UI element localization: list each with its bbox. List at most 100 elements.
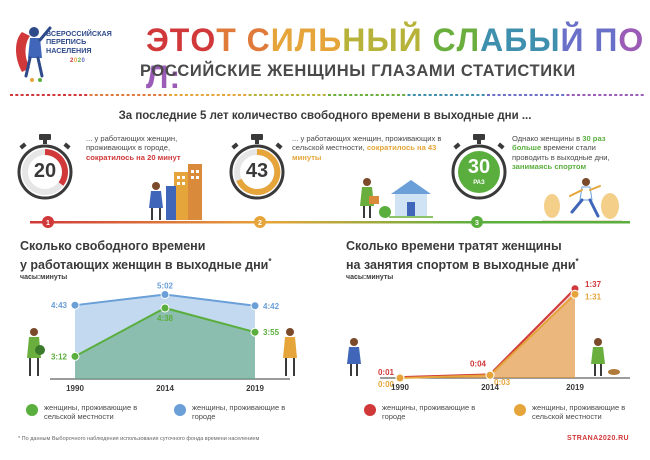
divider-dot <box>285 94 289 96</box>
divider-dot <box>587 94 591 96</box>
legend-label: женщины, проживающие в сельской местност… <box>44 403 138 421</box>
data-label: 0:03 <box>494 378 511 387</box>
section-subtitle: За последние 5 лет количество свободного… <box>118 110 532 122</box>
data-label: 0:00 <box>378 380 395 389</box>
title-letter: О <box>618 22 645 58</box>
legend-swatch <box>174 404 186 416</box>
divider-dot <box>624 94 628 96</box>
divider-dot <box>354 94 358 96</box>
timeline-marker-2: 2 <box>258 220 262 227</box>
divider-dot <box>63 94 66 96</box>
divider-dot <box>301 94 305 96</box>
divider-dot <box>20 94 24 96</box>
divider-dot <box>10 94 13 96</box>
divider-dot <box>349 94 353 96</box>
stat-unit-3: РАЗ <box>473 180 485 186</box>
stopwatch-icon <box>229 134 285 200</box>
stopwatch-icon <box>17 134 73 200</box>
superhero-icon <box>16 26 52 82</box>
divider-dot <box>396 94 400 96</box>
logo-year: 2020 <box>70 58 86 64</box>
left-units-label: часы:минуты <box>20 274 68 281</box>
legend-swatch <box>514 404 526 416</box>
divider-dot <box>386 94 390 96</box>
divider-dot <box>518 94 522 96</box>
title-letter: И <box>270 22 295 58</box>
title-letter: Э <box>146 22 170 58</box>
data-point <box>70 351 80 361</box>
divider-dot <box>444 94 448 96</box>
divider-dot <box>619 94 623 96</box>
divider-dot <box>608 94 612 96</box>
divider-dot <box>614 94 618 96</box>
divider-dot <box>423 94 427 96</box>
divider-dot <box>328 94 331 96</box>
divider-dot <box>593 94 596 96</box>
divider-dot <box>116 94 119 96</box>
x-tick-label: 1990 <box>391 383 409 392</box>
title-letter: Ы <box>366 22 399 58</box>
divider-dot <box>222 94 225 96</box>
divider-dot <box>36 94 40 96</box>
site-link[interactable]: STRANA2020.RU <box>567 435 629 442</box>
divider-dot <box>476 94 480 96</box>
divider-dot <box>465 94 469 96</box>
divider-dot <box>561 94 565 96</box>
stat-number-3: 30 <box>467 156 491 178</box>
divider-dot <box>322 94 326 96</box>
divider-dot <box>571 94 575 96</box>
divider-dot <box>126 94 130 96</box>
data-label: 4:38 <box>157 314 174 323</box>
stat-number-2: 43 <box>245 160 269 182</box>
divider-dot <box>391 94 395 96</box>
farmer-woman-illustration <box>27 328 45 376</box>
divider-dot <box>153 94 157 96</box>
right-chart: 0:01 0:04 1:37 0:00 0:03 1:31 1990 2014 2019 <box>347 280 630 392</box>
data-label: 0:01 <box>378 368 395 377</box>
divider-dot <box>280 94 284 96</box>
divider-dot <box>402 94 406 96</box>
divider-dot <box>439 94 443 96</box>
left-legend: женщины, проживающие в сельской местност… <box>20 400 320 430</box>
divider-dot <box>428 94 432 96</box>
divider-dot <box>508 94 512 96</box>
timeline-marker-3: 3 <box>475 220 479 227</box>
title-letter: Н <box>342 22 367 58</box>
divider-dot <box>375 94 379 96</box>
title-letter <box>237 22 247 59</box>
page-title: ЭТОТ СИЛЬНЫЙ СЛАБЫЙ ПОЛ: <box>146 22 650 96</box>
divider-dot <box>603 94 607 96</box>
business-woman-illustration <box>347 338 361 376</box>
divider-dot <box>269 94 273 96</box>
title-letter: Б <box>504 22 529 58</box>
divider-dot <box>41 94 45 96</box>
divider-dot <box>407 94 411 96</box>
x-tick-label: 2014 <box>156 384 174 393</box>
divider-dot <box>502 94 506 96</box>
legend-label: женщины, проживающие в сельской местност… <box>532 403 626 421</box>
divider-dot <box>434 94 437 96</box>
title-letter: : <box>169 59 182 95</box>
divider-dot <box>158 94 162 96</box>
divider-dot <box>540 94 543 96</box>
divider-dot <box>253 94 257 96</box>
title-letter: Л <box>146 59 170 95</box>
divider-dot <box>232 94 236 96</box>
divider-dot <box>52 94 56 96</box>
legend-label: женщины, проживающие в городе <box>192 403 286 421</box>
title-letter: С <box>246 22 271 58</box>
title-letter: О <box>190 22 217 58</box>
divider-dot <box>343 94 347 96</box>
divider-dot <box>497 94 501 96</box>
city-woman-illustration <box>149 164 202 220</box>
divider-dot <box>78 94 82 96</box>
divider-dot <box>248 94 252 96</box>
divider-dot <box>147 94 151 96</box>
divider-dot <box>73 94 77 96</box>
data-point <box>570 289 580 299</box>
city-woman-illustration <box>283 328 297 376</box>
area-1 <box>75 294 255 379</box>
divider-dot <box>174 94 178 96</box>
divider-dot <box>381 94 384 96</box>
divider-dot <box>142 94 146 96</box>
